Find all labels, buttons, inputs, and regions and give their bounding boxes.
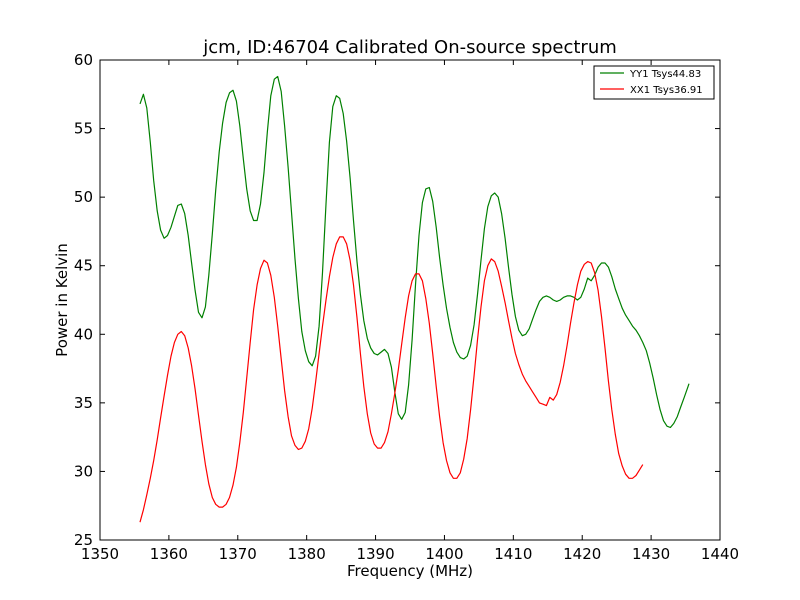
y-tick-label: 40 xyxy=(74,325,93,343)
x-tick-label: 1420 xyxy=(563,545,601,563)
x-tick-label: 1430 xyxy=(632,545,670,563)
legend: YY1 Tsys44.83 XX1 Tsys36.91 xyxy=(593,65,715,100)
y-tick-label: 60 xyxy=(74,51,93,69)
legend-label-xx1: XX1 Tsys36.91 xyxy=(630,85,703,96)
x-tick-label: 1360 xyxy=(150,545,188,563)
y-tick-label: 55 xyxy=(74,120,93,138)
x-tick-label: 1370 xyxy=(219,545,257,563)
x-tick-label: 1440 xyxy=(701,545,739,563)
chart-title: jcm, ID:46704 Calibrated On-source spect… xyxy=(202,37,617,58)
y-tick-label: 45 xyxy=(74,257,93,275)
x-tick-label: 1410 xyxy=(494,545,532,563)
y-tick-label: 35 xyxy=(74,394,93,412)
legend-frame xyxy=(593,65,715,100)
x-tick-label: 1350 xyxy=(81,545,119,563)
plot-area xyxy=(100,60,720,540)
plot-frame xyxy=(99,59,721,541)
x-tick-label: 1390 xyxy=(356,545,394,563)
y-tick-label: 50 xyxy=(74,188,93,206)
y-tick-label: 25 xyxy=(74,531,93,549)
series-layer xyxy=(139,75,690,523)
ticks-layer: 1350 1360 1370 1380 1390 1400 1410 1420 1430 1440… xyxy=(74,51,739,563)
x-tick-label: 1380 xyxy=(288,545,326,563)
legend-label-yy1: YY1 Tsys44.83 xyxy=(629,69,701,80)
series-line-xx1 xyxy=(139,236,644,523)
x-tick-label: 1400 xyxy=(425,545,463,563)
x-axis-label: Frequency (MHz) xyxy=(347,562,473,580)
series-line-yy1 xyxy=(139,75,690,429)
y-tick-label: 30 xyxy=(74,462,93,480)
y-axis-label: Power in Kelvin xyxy=(53,243,71,357)
